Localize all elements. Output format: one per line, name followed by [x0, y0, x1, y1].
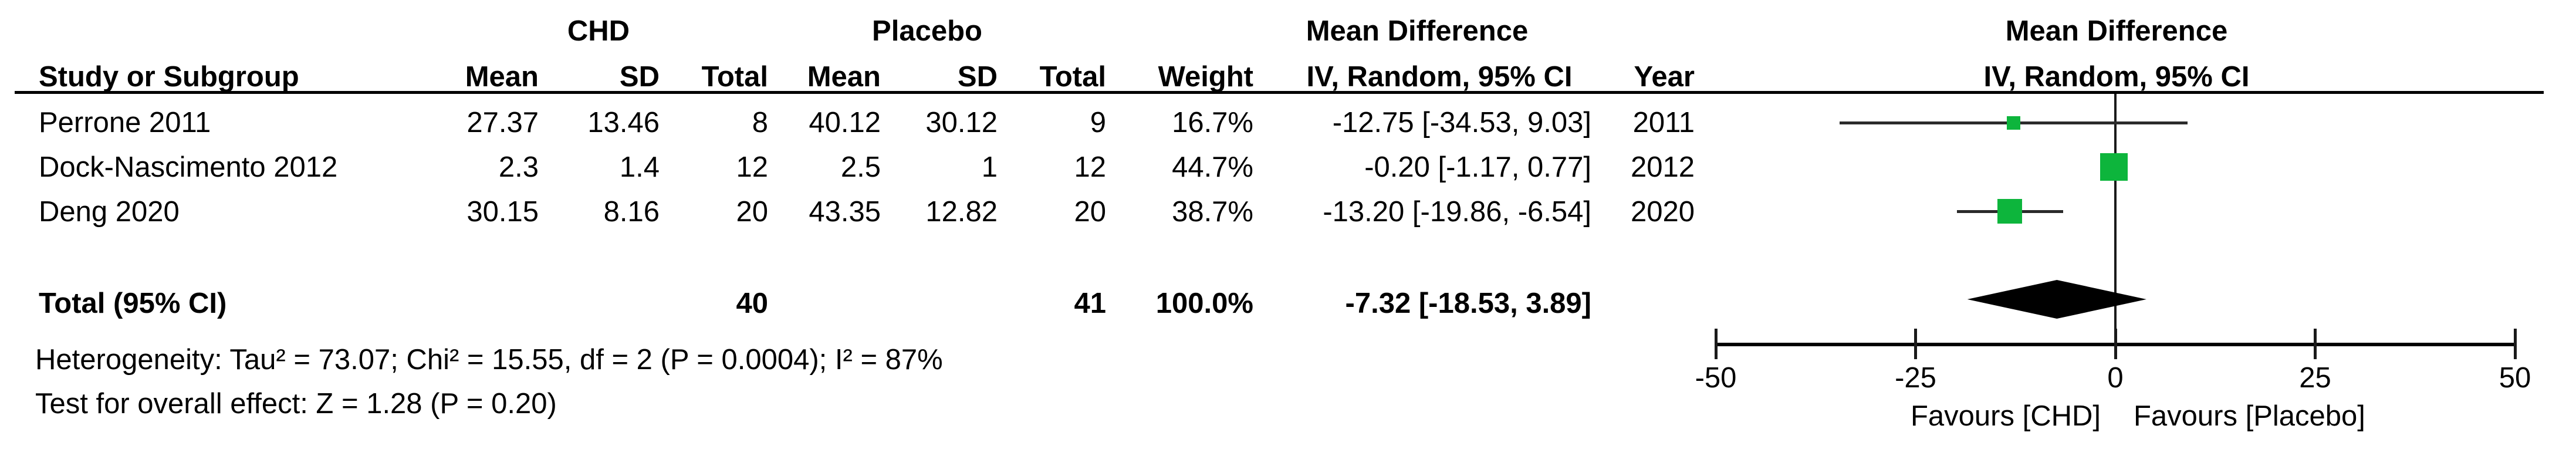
overall-effect-text: Test for overall effect: Z = 1.28 (P = 0… [35, 388, 557, 420]
study-sd-chd: 13.46 [587, 107, 660, 139]
col-header-total-placebo: Total [1039, 61, 1106, 93]
study-weight: 16.7% [1172, 107, 1253, 139]
col-header-total-chd: Total [701, 61, 768, 93]
study-mean-placebo: 40.12 [809, 107, 881, 139]
study-mean-chd: 27.37 [466, 107, 539, 139]
study-mean-placebo: 2.5 [840, 151, 881, 183]
plot-method-header: IV, Random, 95% CI [1983, 61, 2250, 93]
study-sd-chd: 8.16 [603, 196, 660, 228]
summary-diamond [1967, 280, 2146, 319]
col-header-ci: IV, Random, 95% CI [1306, 61, 1573, 93]
total-placebo: 41 [1074, 288, 1106, 319]
col-header-year: Year [1634, 61, 1695, 93]
x-axis-tick-label: 50 [2499, 362, 2531, 394]
study-total-placebo: 9 [1090, 107, 1106, 139]
effect-square [2006, 116, 2020, 130]
study-sd-placebo: 30.12 [925, 107, 998, 139]
study-year: 2012 [1630, 151, 1695, 183]
study-total-chd: 20 [736, 196, 768, 228]
x-axis-tick [2314, 329, 2317, 359]
plot-md-header: Mean Difference [2005, 15, 2228, 47]
col-header-mean-placebo: Mean [807, 61, 881, 93]
effect-square [2100, 153, 2128, 181]
table-md-header: Mean Difference [1306, 15, 1529, 47]
study-weight: 38.7% [1172, 196, 1253, 228]
study-sd-placebo: 12.82 [925, 196, 998, 228]
x-axis-tick [1714, 329, 1718, 359]
col-header-mean-chd: Mean [465, 61, 539, 93]
study-year: 2011 [1632, 107, 1695, 139]
x-axis-tick-label: 25 [2299, 362, 2331, 394]
col-header-study: Study or Subgroup [39, 61, 299, 93]
zero-line [2114, 94, 2117, 359]
total-weight: 100.0% [1155, 288, 1253, 319]
total-label: Total (95% CI) [39, 288, 227, 319]
total-chd: 40 [736, 288, 768, 319]
study-name: Perrone 2011 [39, 107, 211, 139]
study-total-chd: 12 [736, 151, 768, 183]
x-axis-tick-label: -50 [1695, 362, 1737, 394]
col-header-weight: Weight [1158, 61, 1253, 93]
study-total-chd: 8 [752, 107, 768, 139]
col-header-sd-chd: SD [619, 61, 660, 93]
x-axis-tick-label: -25 [1895, 362, 1936, 394]
favours-right-label: Favours [Placebo] [2134, 400, 2365, 432]
x-axis-tick [2513, 329, 2517, 359]
group-header-chd: CHD [567, 15, 630, 47]
study-mean-chd: 2.3 [498, 151, 539, 183]
study-ci-text: -12.75 [-34.53, 9.03] [1332, 107, 1591, 139]
x-axis-tick-label: 0 [2107, 362, 2124, 394]
heterogeneity-text: Heterogeneity: Tau² = 73.07; Chi² = 15.5… [35, 344, 943, 376]
study-weight: 44.7% [1172, 151, 1253, 183]
study-ci-text: -0.20 [-1.17, 0.77] [1364, 151, 1591, 183]
study-mean-chd: 30.15 [466, 196, 539, 228]
study-total-placebo: 12 [1074, 151, 1106, 183]
study-sd-placebo: 1 [981, 151, 998, 183]
effect-square [1997, 199, 2023, 224]
study-name: Dock-Nascimento 2012 [39, 151, 338, 183]
study-name: Deng 2020 [39, 196, 180, 228]
study-total-placebo: 20 [1074, 196, 1106, 228]
favours-left-label: Favours [CHD] [1910, 400, 2101, 432]
header-separator-line [15, 91, 2544, 94]
study-sd-chd: 1.4 [619, 151, 660, 183]
study-ci-text: -13.20 [-19.86, -6.54] [1323, 196, 1591, 228]
study-mean-placebo: 43.35 [809, 196, 881, 228]
col-header-sd-placebo: SD [957, 61, 998, 93]
x-axis-tick [2114, 329, 2117, 359]
study-year: 2020 [1630, 196, 1695, 228]
total-ci-text: -7.32 [-18.53, 3.89] [1345, 288, 1591, 319]
x-axis-tick [1914, 329, 1917, 359]
group-header-placebo: Placebo [872, 15, 982, 47]
